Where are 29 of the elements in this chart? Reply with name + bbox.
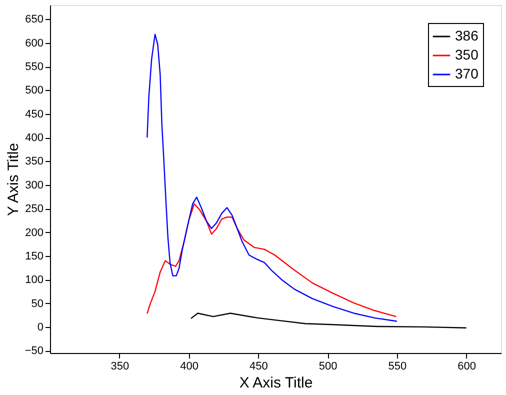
y-tick-label: 250 [25, 203, 44, 216]
legend-label: 370 [455, 66, 479, 82]
y-tick-label: 600 [25, 37, 44, 50]
y-tick-label: 300 [25, 179, 44, 192]
y-tick-label: 100 [25, 274, 44, 286]
y-tick-label: 550 [25, 61, 44, 74]
x-tick-label: 450 [249, 360, 268, 372]
line-series [146, 203, 397, 318]
x-tick-label: 400 [180, 360, 198, 372]
y-tick-label: 50 [31, 298, 44, 310]
line-series [146, 34, 398, 322]
y-axis-title: Y Axis Title [4, 142, 22, 216]
x-axis-title: X Axis Title [239, 374, 313, 392]
y-tick-label: 150 [25, 250, 44, 262]
y-tick-label: 450 [25, 108, 44, 120]
x-tick-label: 600 [458, 360, 476, 372]
y-tick-label: 200 [25, 226, 44, 239]
legend-label: 350 [455, 46, 479, 62]
legend-label: 386 [455, 28, 479, 44]
y-tick-label: 400 [25, 132, 44, 144]
y-tick-label: −50 [24, 345, 44, 358]
y-tick-label: 350 [25, 156, 44, 168]
line-series [190, 312, 467, 329]
x-tick-label: 350 [110, 360, 130, 372]
y-tick-label: 0 [37, 321, 44, 334]
y-tick-label: 650 [25, 14, 44, 26]
x-tick-label: 550 [388, 360, 407, 372]
y-tick-label: 500 [25, 84, 44, 97]
x-tick-label: 500 [318, 360, 338, 372]
